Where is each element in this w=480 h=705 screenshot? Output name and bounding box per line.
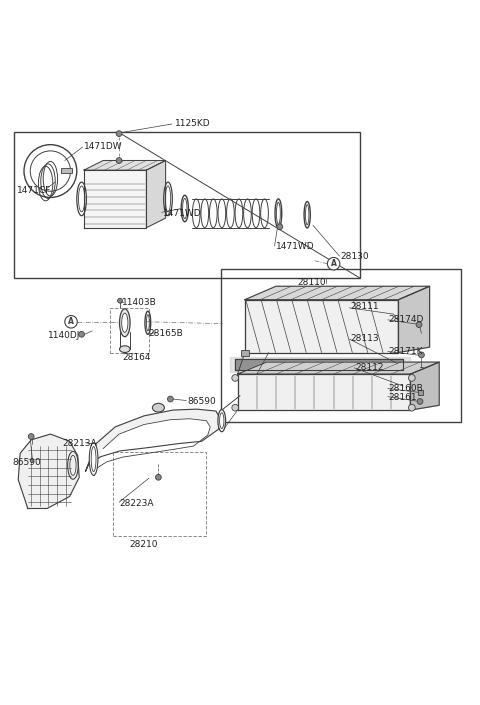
Circle shape xyxy=(417,398,423,405)
Polygon shape xyxy=(84,161,166,170)
Bar xyxy=(418,390,423,395)
Polygon shape xyxy=(146,161,166,228)
Text: 1471DW: 1471DW xyxy=(84,142,122,151)
Polygon shape xyxy=(245,286,430,300)
Text: 28210: 28210 xyxy=(130,540,158,549)
Circle shape xyxy=(168,396,173,402)
Text: 28110: 28110 xyxy=(298,278,326,288)
Circle shape xyxy=(79,331,84,337)
Bar xyxy=(61,168,72,173)
Ellipse shape xyxy=(89,443,98,475)
Polygon shape xyxy=(410,362,439,410)
Circle shape xyxy=(116,130,122,137)
Ellipse shape xyxy=(120,309,130,337)
Text: 28164: 28164 xyxy=(122,352,151,362)
Circle shape xyxy=(419,352,424,357)
Bar xyxy=(221,269,461,422)
Polygon shape xyxy=(84,170,146,228)
Text: 11403B: 11403B xyxy=(122,298,157,307)
Text: 28174D: 28174D xyxy=(389,315,424,324)
Text: 1471WD: 1471WD xyxy=(276,243,314,252)
Circle shape xyxy=(232,374,239,381)
Text: 1140DJ: 1140DJ xyxy=(48,331,80,341)
Text: 28223A: 28223A xyxy=(119,498,154,508)
Polygon shape xyxy=(235,359,403,370)
Ellipse shape xyxy=(220,412,224,429)
Bar xyxy=(14,132,360,278)
Circle shape xyxy=(116,158,122,164)
Text: 1125KD: 1125KD xyxy=(175,118,211,128)
Polygon shape xyxy=(18,434,79,508)
Text: 86590: 86590 xyxy=(12,458,41,467)
Polygon shape xyxy=(245,300,398,352)
Text: 28160B: 28160B xyxy=(389,384,423,393)
Text: 28165B: 28165B xyxy=(149,329,183,338)
Circle shape xyxy=(232,405,239,411)
Polygon shape xyxy=(238,362,439,374)
Bar xyxy=(113,452,206,536)
Ellipse shape xyxy=(122,313,128,332)
Text: 28161: 28161 xyxy=(389,393,418,402)
Text: 28171K: 28171K xyxy=(389,347,423,356)
Text: 28112: 28112 xyxy=(355,363,384,372)
Circle shape xyxy=(408,405,415,411)
Polygon shape xyxy=(230,357,410,372)
Circle shape xyxy=(416,321,422,328)
Text: 28113: 28113 xyxy=(350,333,379,343)
Circle shape xyxy=(277,224,283,230)
Polygon shape xyxy=(238,374,410,410)
Polygon shape xyxy=(398,286,430,352)
Ellipse shape xyxy=(153,403,164,412)
Ellipse shape xyxy=(120,345,130,352)
Text: 86590: 86590 xyxy=(187,397,216,406)
Text: A: A xyxy=(331,259,336,268)
Polygon shape xyxy=(85,409,221,472)
Bar xyxy=(241,350,249,356)
Circle shape xyxy=(156,474,161,480)
Bar xyxy=(110,308,149,353)
Text: 1471WD: 1471WD xyxy=(163,209,202,218)
Circle shape xyxy=(327,257,340,270)
Text: 28130: 28130 xyxy=(341,252,370,261)
Text: 28213A: 28213A xyxy=(62,439,97,448)
Circle shape xyxy=(408,374,415,381)
Text: A: A xyxy=(68,317,74,326)
Circle shape xyxy=(28,434,34,439)
Circle shape xyxy=(65,316,77,328)
Polygon shape xyxy=(94,419,210,475)
Circle shape xyxy=(118,298,122,303)
Text: 1471CF: 1471CF xyxy=(17,185,51,195)
Text: 28111: 28111 xyxy=(350,302,379,312)
Ellipse shape xyxy=(91,446,96,472)
Ellipse shape xyxy=(218,410,226,431)
